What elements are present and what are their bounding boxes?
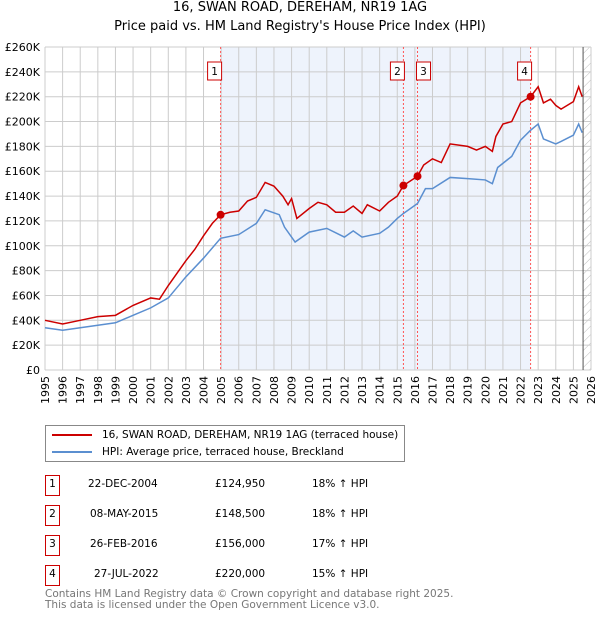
- x-tick-label: 2016: [409, 376, 422, 404]
- y-tick-label: £40K: [12, 314, 41, 327]
- y-tick-label: £60K: [12, 289, 41, 302]
- y-tick-label: £140K: [5, 190, 41, 203]
- x-tick-label: 2013: [356, 376, 369, 404]
- x-tick-label: 2010: [303, 376, 316, 404]
- x-tick-label: 1997: [74, 376, 87, 404]
- sale-label: 3: [420, 66, 427, 78]
- x-tick-label: 2024: [550, 376, 563, 404]
- hpi-line: [44, 122, 583, 332]
- x-tick-label: 2008: [268, 376, 281, 404]
- x-tick-label: 2025: [567, 376, 580, 404]
- marker-badge: 3: [45, 535, 60, 556]
- x-tick-label: 1996: [57, 376, 70, 404]
- marker-badge: 4: [45, 565, 60, 586]
- sale-label: 2: [394, 66, 401, 78]
- price-chart: 1995 1996 1997 1998 1999 2000 2001 2002 2003 2004…: [5, 41, 598, 404]
- hpi-diff: 18% ↑ HPI: [312, 478, 369, 490]
- x-tick-label: 1995: [39, 376, 52, 404]
- sale-label: 1: [211, 66, 218, 78]
- x-tick-label: 2004: [198, 376, 211, 404]
- x-tick-label: 2022: [515, 376, 528, 404]
- legend-swatch-hpi: [52, 451, 92, 453]
- y-tick-label: £240K: [5, 66, 41, 79]
- y-tick-label: £260K: [5, 41, 41, 54]
- price: £220,000: [215, 568, 266, 580]
- x-tick-label: 2009: [286, 376, 299, 404]
- date: 27-JUL-2022: [94, 568, 159, 580]
- y-tick-label: £220K: [5, 91, 41, 104]
- hatched-region: [583, 47, 591, 370]
- x-tick-label: 2007: [250, 376, 263, 404]
- x-tick-label: 2000: [127, 376, 140, 404]
- y-tick-label: £20K: [12, 339, 41, 352]
- x-tick-label: 2021: [497, 376, 510, 404]
- date: 26-FEB-2016: [90, 538, 158, 550]
- legend-item-property: 16, SWAN ROAD, DEREHAM, NR19 1AG (terrac…: [52, 429, 398, 441]
- x-tick-label: 2003: [180, 376, 193, 404]
- x-tick-label: 2026: [585, 376, 598, 404]
- price: £156,000: [215, 538, 266, 550]
- sale-point: [413, 172, 422, 181]
- legend-swatch-property: [52, 434, 92, 436]
- x-tick-label: 2017: [426, 376, 439, 404]
- marker-badge: 1: [45, 475, 60, 496]
- date: 08-MAY-2015: [90, 508, 159, 520]
- transaction-row: 3 26-FEB-2016 £156,000 17% ↑ HPI: [45, 535, 465, 557]
- y-tick-label: £100K: [5, 240, 41, 253]
- sale-point: [399, 181, 408, 190]
- hpi-diff: 18% ↑ HPI: [312, 508, 369, 520]
- price: £124,950: [215, 478, 266, 490]
- hpi-diff: 15% ↑ HPI: [312, 568, 369, 580]
- x-tick-label: 2012: [338, 376, 351, 404]
- legend-label: HPI: Average price, terraced house, Brec…: [102, 446, 344, 458]
- legend: 16, SWAN ROAD, DEREHAM, NR19 1AG (terrac…: [45, 425, 405, 462]
- transaction-row: 1 22-DEC-2004 £124,950 18% ↑ HPI: [45, 475, 465, 497]
- sale-label-box: [207, 61, 223, 81]
- chart-title: 16, SWAN ROAD, DEREHAM, NR19 1AG: [172, 0, 428, 15]
- y-tick-label: £180K: [5, 140, 41, 153]
- sale-label-box: [416, 61, 432, 81]
- x-tick-label: 2006: [233, 376, 246, 404]
- property-price-line: [44, 84, 583, 325]
- x-tick-label: 1999: [109, 376, 122, 404]
- y-tick-label: £0: [26, 364, 40, 377]
- x-tick-label: 2002: [162, 376, 175, 404]
- transaction-row: 2 08-MAY-2015 £148,500 18% ↑ HPI: [45, 505, 465, 527]
- licence-line: This data is licensed under the Open Gov…: [45, 599, 380, 611]
- y-tick-label: £200K: [5, 116, 41, 129]
- sale-label: 4: [521, 66, 528, 78]
- x-tick-label: 2023: [532, 376, 545, 404]
- x-tick-label: 2001: [145, 376, 158, 404]
- hpi-diff: 17% ↑ HPI: [312, 538, 369, 550]
- footer: Contains HM Land Registry data © Crown c…: [45, 589, 453, 611]
- x-tick-label: 2005: [215, 376, 228, 404]
- x-tick-label: 2014: [374, 376, 387, 404]
- x-tick-label: 2018: [444, 376, 457, 404]
- marker-badge: 2: [45, 505, 60, 526]
- y-tick-label: £160K: [5, 165, 41, 178]
- legend-item-hpi: HPI: Average price, terraced house, Brec…: [52, 446, 344, 458]
- chart-subtitle: Price paid vs. HM Land Registry's House …: [114, 19, 486, 34]
- x-tick-label: 2011: [321, 376, 334, 404]
- sale-label-box: [389, 61, 405, 81]
- sale-point: [216, 210, 225, 219]
- sale-label-box: [517, 61, 533, 81]
- y-tick-label: £80K: [12, 265, 41, 278]
- date: 22-DEC-2004: [88, 478, 158, 490]
- y-tick-label: £120K: [5, 215, 41, 228]
- sale-point: [526, 92, 535, 101]
- x-tick-label: 2015: [391, 376, 404, 404]
- price: £148,500: [215, 508, 266, 520]
- legend-label: 16, SWAN ROAD, DEREHAM, NR19 1AG (terrac…: [102, 429, 399, 441]
- x-tick-label: 2019: [462, 376, 475, 404]
- copyright-line: Contains HM Land Registry data © Crown c…: [45, 588, 454, 600]
- x-tick-label: 1998: [92, 376, 105, 404]
- x-tick-label: 2020: [479, 376, 492, 404]
- transaction-row: 4 27-JUL-2022 £220,000 15% ↑ HPI: [45, 565, 465, 587]
